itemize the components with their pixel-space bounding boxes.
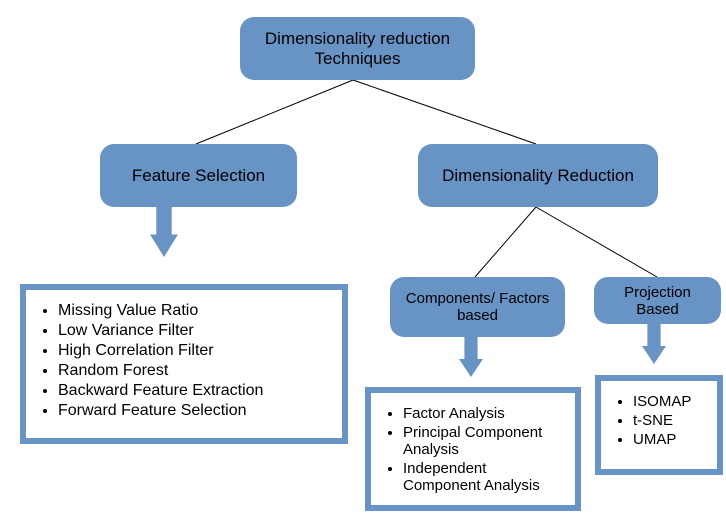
- list-item: Factor Analysis: [403, 405, 561, 422]
- dim-reduction-node: Dimensionality Reduction: [418, 144, 658, 207]
- down-arrow-icon: [150, 207, 178, 257]
- projection-node: Projection Based: [594, 277, 721, 324]
- feature-selection-label: Feature Selection: [132, 166, 265, 186]
- list-item: Backward Feature Extraction: [58, 382, 328, 400]
- feature-selection-list-box: Missing Value Ratio Low Variance Filter Hi…: [20, 284, 348, 444]
- dim-reduction-label: Dimensionality Reduction: [442, 166, 634, 186]
- root-line2: Techniques: [265, 49, 450, 69]
- list-item: t-SNE: [633, 412, 703, 429]
- down-arrow-icon: [459, 337, 483, 377]
- list-item: Random Forest: [58, 362, 328, 380]
- list-item: Low Variance Filter: [58, 322, 328, 340]
- feature-selection-node: Feature Selection: [100, 144, 297, 207]
- components-list: Factor Analysis Principal Component Analy…: [385, 405, 561, 494]
- list-item: Missing Value Ratio: [58, 302, 328, 320]
- down-arrow-icon: [642, 324, 666, 364]
- projection-list-box: ISOMAP t-SNE UMAP: [595, 375, 723, 475]
- list-item: High Correlation Filter: [58, 342, 328, 360]
- components-list-box: Factor Analysis Principal Component Analy…: [365, 387, 581, 511]
- list-item: ISOMAP: [633, 393, 703, 410]
- root-node: Dimensionality reduction Techniques: [240, 17, 475, 80]
- list-item: Principal Component Analysis: [403, 424, 561, 458]
- components-line2: based: [406, 307, 549, 324]
- list-item: Forward Feature Selection: [58, 402, 328, 420]
- list-item: UMAP: [633, 431, 703, 448]
- projection-list: ISOMAP t-SNE UMAP: [615, 393, 703, 448]
- root-line1: Dimensionality reduction: [265, 29, 450, 49]
- components-line1: Components/ Factors: [406, 290, 549, 307]
- components-node: Components/ Factors based: [390, 277, 565, 337]
- feature-selection-list: Missing Value Ratio Low Variance Filter Hi…: [40, 302, 328, 420]
- list-item: Independent Component Analysis: [403, 460, 561, 494]
- projection-label: Projection Based: [606, 284, 709, 318]
